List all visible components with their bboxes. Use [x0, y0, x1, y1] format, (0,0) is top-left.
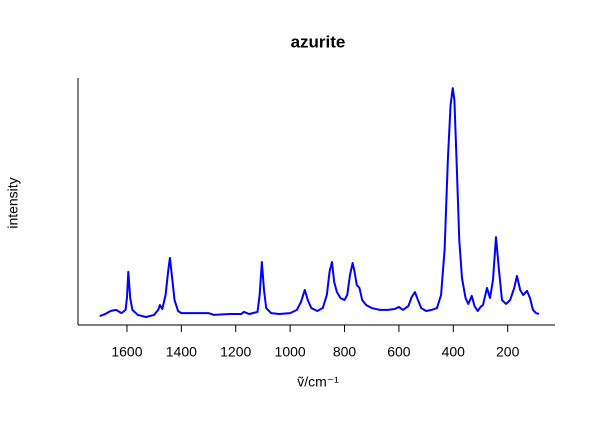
- x-tick-label: 1400: [166, 344, 197, 360]
- x-tick-label: 400: [442, 344, 466, 360]
- spectrum-line: [99, 87, 540, 318]
- y-axis-label: intensity: [5, 177, 21, 228]
- x-tick-label: 200: [496, 344, 520, 360]
- x-tick-label: 800: [333, 344, 357, 360]
- x-tick-label: 1600: [111, 344, 142, 360]
- x-tick-label: 600: [387, 344, 411, 360]
- x-axis-label: ṽ/cm⁻¹: [297, 374, 339, 390]
- chart-title: azurite: [291, 32, 346, 51]
- x-tick-label: 1200: [220, 344, 251, 360]
- x-tick-label: 1000: [275, 344, 306, 360]
